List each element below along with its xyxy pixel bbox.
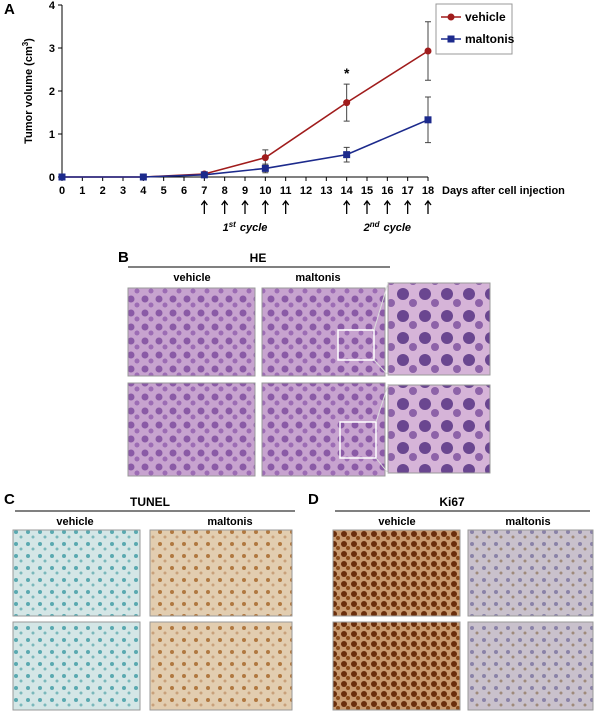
micrograph: [467, 621, 594, 711]
x-tick-label: 8: [222, 185, 228, 197]
x-tick-label: 9: [242, 185, 248, 197]
x-tick-label: 16: [381, 185, 393, 197]
y-tick-label: 1: [49, 129, 55, 141]
column-label: maltonis: [505, 516, 550, 528]
x-tick-label: 0: [59, 185, 65, 197]
micrograph: [332, 529, 461, 617]
micrograph: [12, 529, 141, 617]
point: [139, 173, 147, 181]
cycle-number: 2: [363, 222, 370, 234]
x-tick-label: 4: [140, 185, 147, 197]
column-label: vehicle: [56, 516, 93, 528]
dose-arrow: [383, 199, 391, 214]
dose-arrow: [221, 199, 229, 214]
point: [200, 171, 208, 179]
inset: [387, 384, 491, 474]
x-tick-label: 10: [259, 185, 271, 197]
x-tick-label: 15: [361, 185, 373, 197]
y-tick-label: 4: [49, 0, 56, 12]
point: [343, 151, 351, 159]
point: [58, 173, 66, 181]
cycle-word: cycle: [384, 222, 412, 234]
dose-arrow: [261, 199, 269, 214]
micrograph: [261, 382, 386, 477]
x-tick-label: 18: [422, 185, 434, 197]
cycle-suffix: nd: [370, 220, 381, 229]
micrograph: [467, 529, 594, 617]
dose-arrow: [241, 199, 249, 214]
panel-title: TUNEL: [130, 495, 170, 509]
micrograph: [127, 287, 256, 377]
cycle-label: 2nd cycle: [363, 220, 411, 234]
x-tick-label: 6: [181, 185, 187, 197]
point: [343, 99, 351, 107]
legend-box: [435, 3, 513, 55]
image-panels: [12, 282, 594, 711]
micrograph: [149, 621, 293, 711]
legend-marker: [447, 35, 455, 43]
micrograph: [332, 621, 461, 711]
panel-label: D: [308, 491, 319, 508]
annotation: *: [344, 65, 350, 81]
x-tick-label: 11: [280, 185, 292, 197]
micrograph: [149, 529, 293, 617]
cycle-word: cycle: [240, 222, 268, 234]
legend-label: maltonis: [465, 32, 515, 46]
dose-arrow: [404, 199, 412, 214]
x-tick-label: 3: [120, 185, 126, 197]
cycle-label: 1st cycle: [223, 220, 268, 234]
y-axis-label: Tumor volume (cm3): [21, 38, 35, 144]
panel-label: A: [4, 1, 15, 18]
zoom-connector: [373, 282, 389, 474]
zoom-box: [337, 329, 375, 361]
y-tick-label: 3: [49, 43, 55, 55]
x-tick-label: 7: [201, 185, 207, 197]
x-tick-label: 2: [100, 185, 106, 197]
zoom-box: [339, 421, 377, 459]
panel-title: HE: [250, 251, 267, 265]
x-tick-label: 12: [300, 185, 312, 197]
panel-label: C: [4, 491, 15, 508]
column-label: vehicle: [378, 516, 415, 528]
legend-marker: [447, 13, 455, 21]
column-label: vehicle: [173, 272, 210, 284]
cycle-number: 1: [223, 222, 229, 234]
x-tick-label: 13: [320, 185, 332, 197]
y-tick-label: 2: [49, 86, 55, 98]
dose-arrow: [343, 199, 351, 214]
point: [424, 116, 432, 124]
column-label: maltonis: [295, 272, 340, 284]
micrograph: [127, 382, 256, 477]
point: [261, 154, 269, 162]
y-tick-label: 0: [49, 172, 55, 184]
cycle-suffix: st: [229, 220, 236, 229]
panel-label: B: [118, 249, 129, 266]
dose-arrow: [200, 199, 208, 214]
series-line: [62, 119, 429, 178]
x-tick-label: 14: [341, 185, 354, 197]
dose-arrow: [282, 199, 290, 214]
micrograph: [12, 621, 141, 711]
column-label: maltonis: [207, 516, 252, 528]
x-tick-label: 1: [79, 185, 85, 197]
x-axis-label: Days after cell injection: [442, 185, 565, 197]
legend-label: vehicle: [465, 10, 506, 24]
inset: [387, 282, 491, 376]
point: [424, 47, 432, 55]
x-tick-label: 5: [161, 185, 167, 197]
panel-title: Ki67: [439, 495, 465, 509]
dose-arrow: [424, 199, 432, 214]
series-line: [62, 50, 429, 178]
point: [261, 164, 269, 172]
micrograph: [261, 287, 386, 377]
x-tick-label: 17: [402, 185, 414, 197]
dose-arrow: [363, 199, 371, 214]
